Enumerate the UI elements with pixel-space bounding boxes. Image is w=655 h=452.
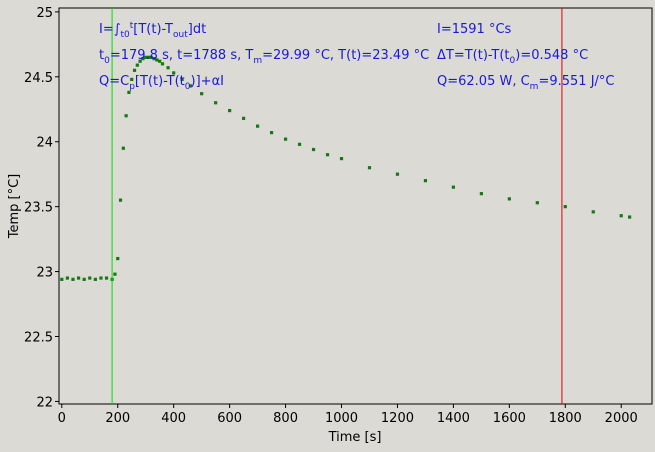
- data-point: [144, 55, 148, 59]
- x-axis-label: Time [s]: [328, 430, 382, 445]
- data-point: [127, 90, 131, 94]
- data-point: [367, 166, 372, 170]
- data-point: [60, 277, 64, 281]
- x-tick-label: 800: [273, 411, 298, 426]
- data-point: [158, 59, 162, 63]
- data-point: [155, 58, 159, 62]
- data-point: [180, 77, 184, 82]
- x-tick-label: 600: [217, 411, 242, 426]
- annotation-heat: Q=Cp[T(t)-T(t0)]+αI: [99, 74, 224, 92]
- data-point: [339, 157, 344, 161]
- data-point: [200, 92, 204, 96]
- x-tick-label: 1000: [325, 411, 358, 426]
- data-point: [228, 108, 232, 113]
- data-point: [71, 277, 75, 281]
- data-point: [82, 277, 86, 281]
- x-tick-label: 1800: [549, 411, 582, 426]
- data-point: [535, 201, 539, 205]
- data-point: [297, 142, 302, 146]
- data-point: [172, 71, 176, 75]
- data-point: [479, 192, 483, 196]
- annotation-delta: ΔT=T(t)-T(t0)=0.548 °C: [437, 48, 588, 66]
- data-point: [121, 146, 125, 150]
- series-0: [60, 55, 632, 281]
- annotation-power: Q=62.05 W, Cm=9.551 J/°C: [437, 74, 615, 92]
- data-point: [242, 116, 246, 120]
- data-point: [283, 137, 288, 141]
- data-point: [132, 68, 137, 72]
- annotation-integral: I=∫t0t[T(t)-Tout]dt: [99, 21, 206, 40]
- x-tick-label: 400: [161, 411, 186, 426]
- plot-area: [58, 7, 653, 405]
- data-point: [563, 205, 567, 209]
- data-point: [423, 179, 428, 183]
- data-point: [104, 276, 109, 280]
- data-point: [138, 59, 142, 63]
- data-point: [146, 55, 151, 59]
- data-point: [255, 124, 260, 128]
- data-point: [619, 214, 623, 218]
- data-point: [130, 77, 134, 82]
- data-point: [591, 210, 595, 214]
- data-point: [214, 101, 218, 105]
- data-point: [160, 62, 165, 66]
- data-point: [152, 57, 156, 61]
- y-tick-label: 22.5: [24, 330, 53, 345]
- y-tick-label: 23.5: [24, 201, 53, 216]
- data-point: [118, 198, 123, 202]
- data-point: [507, 197, 511, 201]
- data-point: [124, 114, 128, 118]
- x-tick-label: 1200: [381, 411, 414, 426]
- data-point: [628, 215, 632, 219]
- data-point: [141, 57, 145, 61]
- data-point: [149, 55, 153, 59]
- y-tick-label: 23: [36, 266, 53, 281]
- x-tick-label: 0: [58, 411, 66, 426]
- data-point: [99, 276, 103, 280]
- y-axis-label: Temp [°C]: [7, 174, 22, 240]
- y-tick-label: 22: [36, 395, 53, 410]
- data-point: [88, 276, 92, 280]
- data-point: [395, 172, 400, 176]
- y-tick-label: 24: [36, 136, 53, 151]
- data-point: [188, 84, 193, 88]
- x-tick-label: 2000: [605, 411, 638, 426]
- x-tick-label: 1400: [437, 411, 470, 426]
- x-tick-label: 1600: [493, 411, 526, 426]
- data-point: [311, 147, 316, 152]
- data-point: [93, 277, 97, 281]
- annotation-times: t0=179.8 s, t=1788 s, Tm=29.99 °C, T(t)=…: [99, 48, 429, 66]
- data-point: [325, 153, 330, 157]
- data-point: [113, 272, 117, 276]
- data-point: [269, 131, 274, 135]
- annotation-i-value: I=1591 °Cs: [437, 22, 512, 37]
- data-point: [76, 276, 81, 280]
- y-tick-label: 25: [36, 6, 53, 21]
- data-point: [166, 66, 170, 70]
- y-tick-label: 24.5: [24, 71, 53, 86]
- data-point: [451, 185, 456, 189]
- data-point: [135, 63, 139, 67]
- x-tick-label: 200: [105, 411, 130, 426]
- data-point: [65, 276, 69, 280]
- data-point: [116, 256, 120, 261]
